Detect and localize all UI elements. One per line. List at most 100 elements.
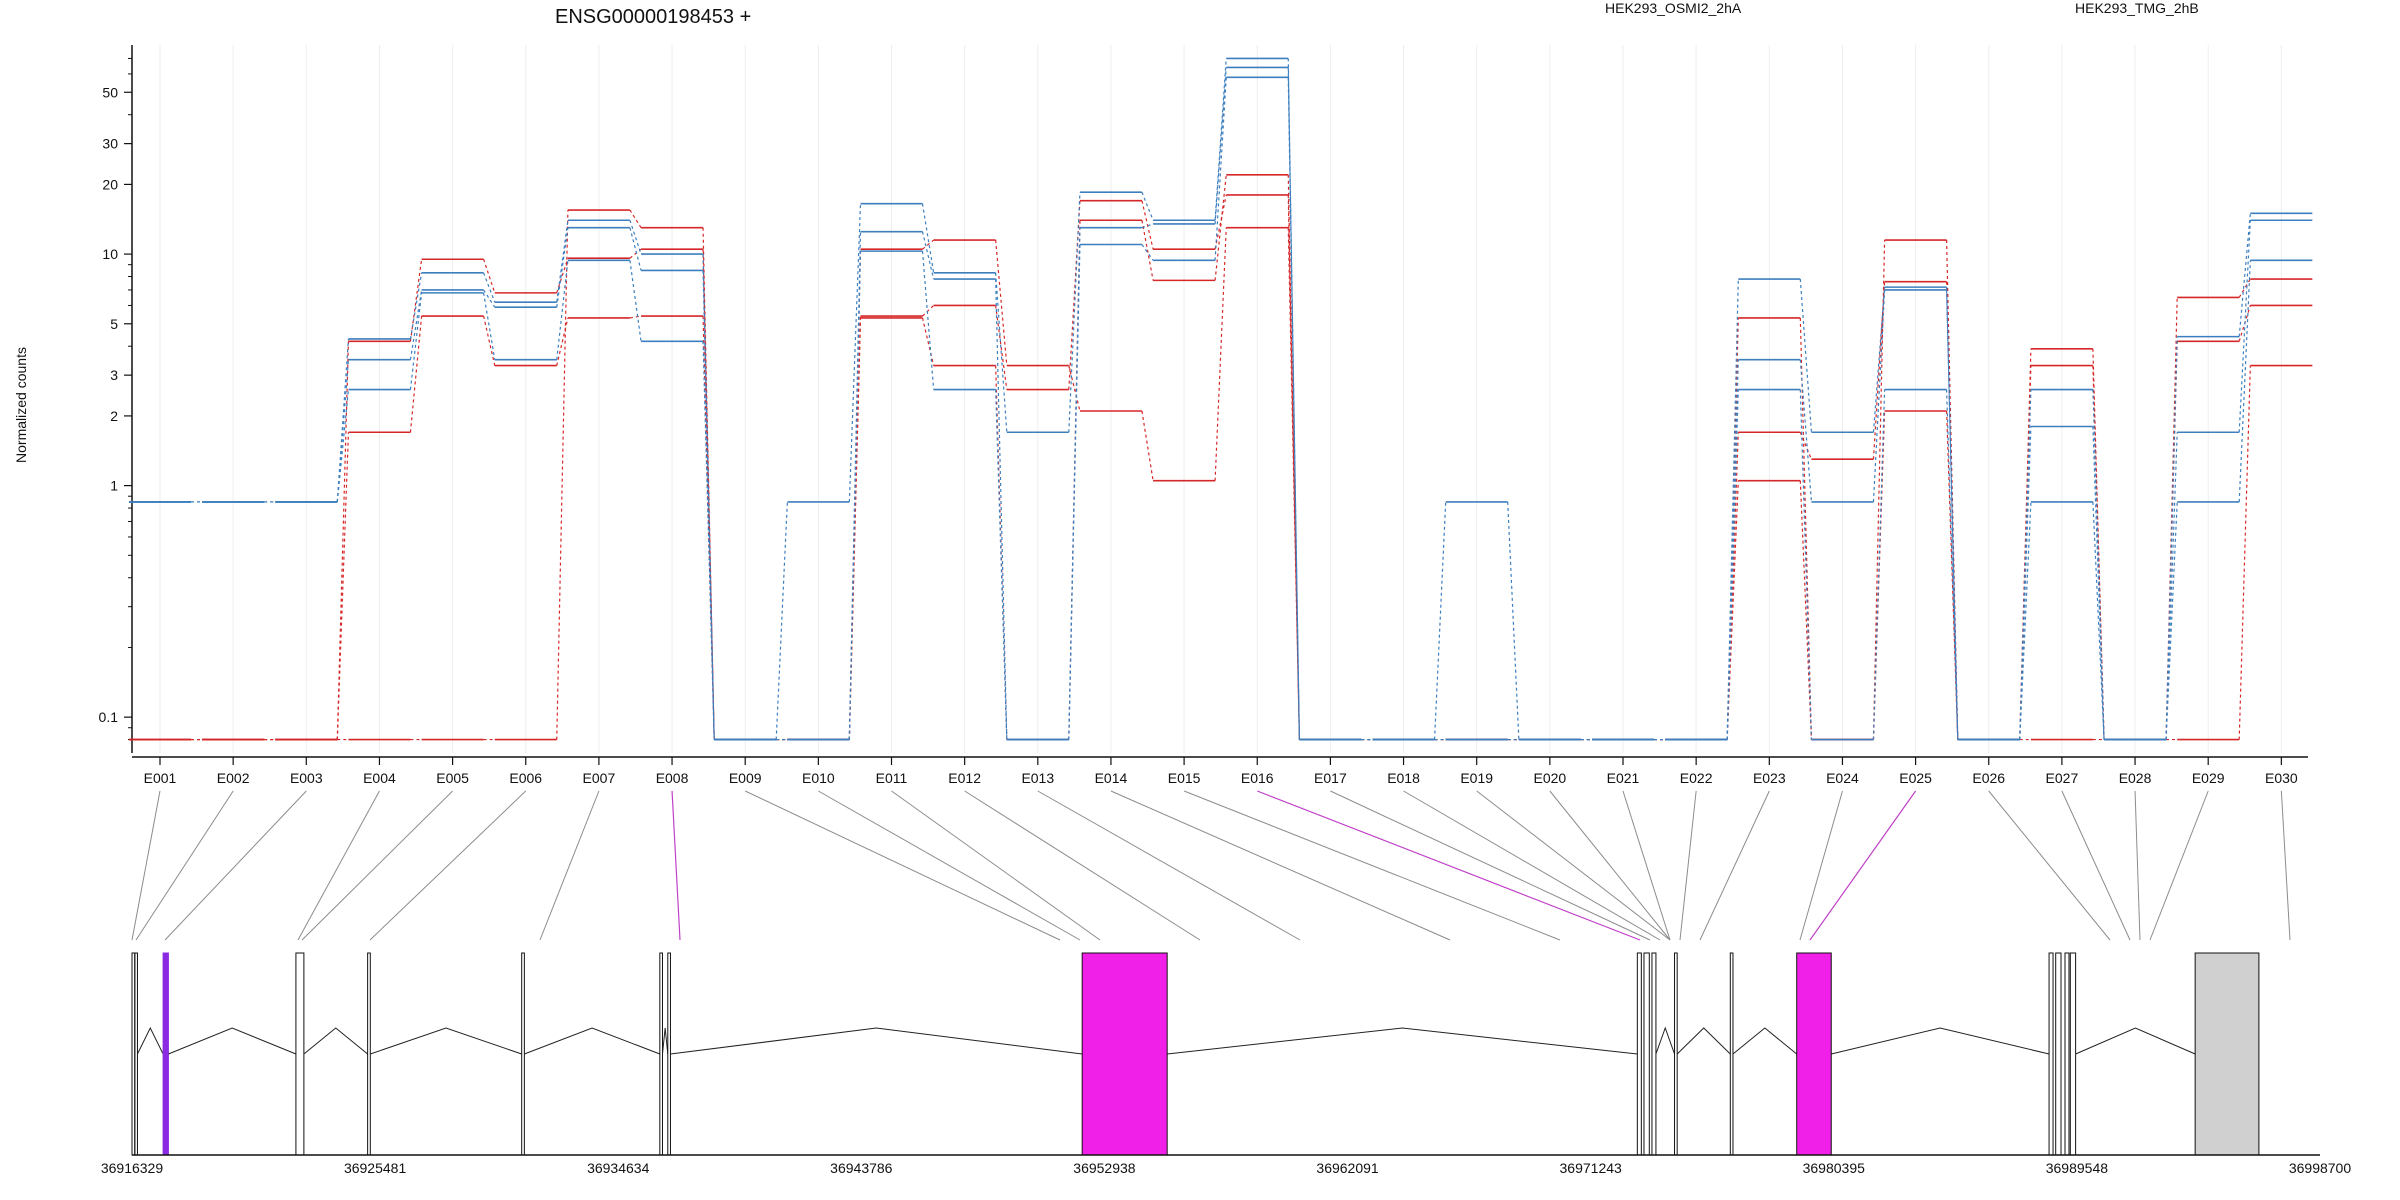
exon-block <box>1081 952 1168 1156</box>
connector-e018 <box>1403 790 1661 941</box>
connector-e008 <box>671 790 681 941</box>
y-tick-label: 30 <box>102 136 118 152</box>
exon-connector <box>483 289 496 308</box>
exon-connector <box>1872 389 1886 740</box>
x-tick-label: E027 <box>2046 770 2079 786</box>
exon-connector <box>1726 432 1739 740</box>
exon-connector <box>2238 260 2251 502</box>
exon-connector-lines <box>131 790 2291 941</box>
exon-connector <box>556 258 569 294</box>
intron-line <box>1676 1027 1731 1055</box>
exon-connector <box>1872 240 1886 740</box>
exon-connector <box>2165 432 2178 740</box>
exon-connector <box>1799 432 1813 460</box>
exon-connector <box>1726 389 1739 740</box>
exon-connector <box>409 292 423 390</box>
exon-connector <box>2019 501 2032 740</box>
exon-block <box>2048 952 2054 1156</box>
exon-connector <box>629 209 642 229</box>
x-tick-label: E029 <box>2192 770 2225 786</box>
exon-connector <box>1141 192 1154 221</box>
connector-e014 <box>1110 790 1451 941</box>
exon-connector <box>1507 501 1520 740</box>
x-tick-label: E005 <box>436 770 469 786</box>
connector-e012 <box>964 790 1201 941</box>
x-axis: E001 E002 E003 E004 E005 E006 E007 E008 E009 E010… <box>132 756 2308 786</box>
exon-connector <box>848 317 862 740</box>
connector-e013 <box>1037 790 1301 941</box>
exon-connector <box>995 389 1008 740</box>
exon-connector <box>1141 220 1154 281</box>
coordinate-label: 36971243 <box>1560 1160 1623 1176</box>
exon-connector <box>1872 289 1886 502</box>
exon-connector <box>629 260 642 342</box>
y-tick-label: 0.1 <box>99 709 119 725</box>
connector-e023 <box>1699 790 1770 941</box>
exon-connector <box>483 272 496 303</box>
series-lines <box>129 57 2313 741</box>
x-tick-label: E026 <box>1972 770 2005 786</box>
exon-block <box>521 952 525 1156</box>
connector-e030 <box>2280 790 2291 941</box>
exon-connector <box>556 210 569 740</box>
exon-block <box>1636 952 1642 1156</box>
exon-connector <box>1799 279 1813 433</box>
exon-block <box>667 952 671 1156</box>
connector-e016 <box>1257 790 1641 941</box>
coordinate-label: 36934634 <box>587 1160 650 1176</box>
connector-e011 <box>891 790 1101 941</box>
exon-connector <box>1946 410 1959 740</box>
exon-connector <box>1214 67 1227 224</box>
exon-connector <box>629 227 642 271</box>
exon-connector <box>2238 213 2251 337</box>
intron-line <box>1732 1027 1798 1055</box>
exon-block <box>367 952 371 1156</box>
connector-e021 <box>1622 790 1671 941</box>
exon-connector <box>1726 359 1739 740</box>
exon-connector <box>921 251 935 390</box>
exon-connector <box>483 315 496 366</box>
intron-line <box>370 1027 522 1055</box>
x-tick-label: E021 <box>1607 770 1640 786</box>
exon-connector <box>1946 289 1959 740</box>
x-tick-label: E030 <box>2265 770 2298 786</box>
x-tick-label: E023 <box>1753 770 1786 786</box>
connector-e009 <box>744 790 1061 941</box>
series-osmi-1 <box>129 194 2313 741</box>
intron-line <box>1655 1026 1675 1055</box>
x-tick-label: E003 <box>290 770 323 786</box>
exon-connector <box>2238 365 2251 740</box>
exon-connector <box>409 289 423 360</box>
exon-connector <box>2238 220 2251 433</box>
intron-line <box>137 1026 164 1055</box>
legend-entry-osmi: HEK293_OSMI2_2hA <box>1605 0 1742 16</box>
exon-connector <box>1068 192 1081 433</box>
x-tick-label: E025 <box>1899 770 1932 786</box>
x-tick-label: E009 <box>729 770 762 786</box>
x-tick-label: E007 <box>583 770 616 786</box>
intron-line <box>524 1027 661 1055</box>
exon-connector <box>336 389 350 503</box>
exon-connector <box>2165 501 2178 740</box>
exon-block <box>131 952 136 1156</box>
coordinate-label: 36998700 <box>2289 1160 2352 1176</box>
gene-model-track <box>131 952 2260 1156</box>
exon-connector <box>483 292 496 360</box>
x-tick-label: E019 <box>1460 770 1493 786</box>
exon-block <box>2069 952 2077 1156</box>
y-tick-label: 50 <box>102 84 118 100</box>
series-tmg-3 <box>129 57 2313 741</box>
exon-connector <box>629 315 642 319</box>
exon-connector <box>1946 389 1959 740</box>
exon-block <box>1796 952 1832 1156</box>
exon-connector <box>995 279 1008 740</box>
x-tick-label: E024 <box>1826 770 1859 786</box>
x-tick-label: E020 <box>1533 770 1566 786</box>
exon-connector <box>556 227 569 308</box>
exon-block <box>2194 952 2260 1156</box>
connector-e015 <box>1183 790 1561 941</box>
x-tick-label: E022 <box>1680 770 1713 786</box>
exon-connector <box>775 501 788 740</box>
exon-connector <box>1141 410 1154 481</box>
